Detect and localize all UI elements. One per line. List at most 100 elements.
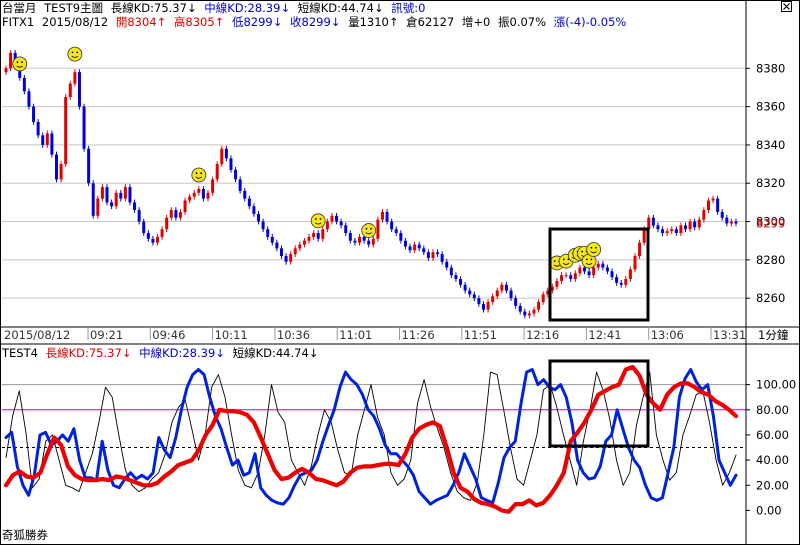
candle-body	[413, 244, 417, 251]
candle-body	[431, 252, 435, 258]
candle-body	[679, 225, 683, 234]
study-name: TEST9主圖	[44, 1, 104, 15]
candle-body	[325, 221, 329, 230]
low-price: 低8299↓	[231, 15, 283, 29]
candle-body	[399, 233, 403, 241]
mid-kd-line	[4, 368, 738, 506]
candle-body	[247, 198, 251, 207]
candle-body	[257, 213, 261, 222]
candle-body	[541, 294, 545, 303]
candle-body	[605, 267, 609, 272]
high-price: 高8305↑	[173, 15, 225, 29]
smiley-icon	[361, 223, 377, 238]
candle-body	[169, 210, 173, 218]
candle-body	[174, 210, 178, 218]
smiley-icon	[67, 46, 83, 62]
price-tick-label: 8360	[756, 100, 785, 114]
smiley-icon	[12, 56, 28, 72]
candle-body	[64, 97, 68, 165]
candle-body	[716, 198, 720, 212]
candle-body	[683, 225, 687, 230]
candle-body	[734, 221, 738, 224]
long-kd-line	[3, 364, 739, 514]
candle-body	[523, 311, 527, 316]
candle-body	[151, 238, 155, 243]
candle-body	[408, 246, 412, 251]
candle-body	[302, 240, 306, 245]
candle-body	[100, 187, 104, 199]
candle-body	[578, 267, 582, 274]
close-price: 收8299↓	[290, 15, 341, 29]
candle-body	[32, 106, 36, 122]
candle-body	[661, 229, 665, 234]
candle-body	[289, 254, 293, 262]
candle-body	[91, 183, 95, 216]
candle-body	[569, 275, 573, 280]
time-tick-label: 12:41	[588, 328, 621, 342]
candle-body	[376, 219, 380, 239]
candle-body	[41, 135, 45, 145]
candle-body	[688, 221, 692, 230]
candle-body	[211, 179, 215, 193]
open-price: 開8304↑	[115, 15, 167, 29]
time-tick-label: 10:11	[215, 328, 248, 342]
close-icon[interactable]	[781, 1, 792, 14]
candle-body	[45, 133, 49, 145]
quote-date: 2015/08/12	[41, 15, 109, 29]
candle-body	[495, 290, 499, 297]
candle-body	[321, 229, 325, 239]
candle-body	[385, 211, 389, 222]
candle-body	[509, 290, 513, 299]
candle-body	[224, 148, 228, 159]
candle-body	[619, 282, 623, 285]
highlight-box-price	[548, 227, 650, 322]
time-tick-label: 09:46	[152, 328, 185, 342]
candle-body	[417, 244, 421, 249]
candle-body	[665, 231, 669, 234]
candle-body	[110, 202, 114, 207]
main-chart-header: 台當月 TEST9主圖 長線KD:75.37↓ 中線KD:28.39↓ 短線KD…	[2, 1, 429, 15]
candle-body	[197, 188, 201, 193]
candle-body	[367, 240, 371, 245]
candle-body	[693, 221, 697, 228]
candle-body	[514, 298, 518, 306]
candle-body	[128, 187, 132, 203]
interval-label: 1分鐘	[758, 328, 789, 342]
candle-body	[192, 192, 196, 197]
amplitude: 振0.07%	[498, 15, 547, 29]
candle-body	[298, 244, 302, 249]
candle-body	[463, 284, 467, 291]
time-tick-label: 10:36	[277, 328, 310, 342]
smiley-icon	[310, 213, 326, 229]
candle-body	[491, 296, 495, 303]
candle-body	[229, 158, 233, 170]
candle-body	[68, 83, 72, 98]
candle-body	[220, 148, 224, 165]
candle-body	[729, 221, 733, 224]
oi-change: 增+0	[461, 15, 491, 29]
candle-body	[403, 240, 407, 247]
candle-body	[4, 68, 8, 73]
price-candles	[4, 50, 738, 319]
candle-body	[114, 192, 118, 207]
time-tick-label: 11:26	[402, 328, 435, 342]
quote-header: FITX1 2015/08/12 開8304↑ 高8305↑ 低8299↓ 收8…	[2, 15, 630, 29]
price-tick-label: 8280	[756, 253, 785, 267]
candle-body	[436, 252, 440, 255]
candle-body	[36, 121, 40, 136]
open-interest: 倉62127	[406, 15, 455, 29]
candle-body	[702, 210, 706, 220]
candle-body	[160, 229, 164, 237]
candle-body	[651, 217, 655, 226]
indicator-tick-label: 80.00	[756, 403, 789, 417]
candle-body	[77, 72, 81, 107]
price-tick-label: 8340	[756, 138, 785, 152]
time-tick-label: 11:01	[339, 328, 372, 342]
price-tick-label: 8260	[756, 291, 785, 305]
candle-body	[284, 256, 288, 262]
candle-body	[500, 284, 504, 291]
candle-body	[472, 294, 476, 299]
time-tick-label: 2015/08/12	[4, 328, 70, 342]
candle-body	[564, 275, 568, 277]
candle-body	[59, 164, 63, 180]
